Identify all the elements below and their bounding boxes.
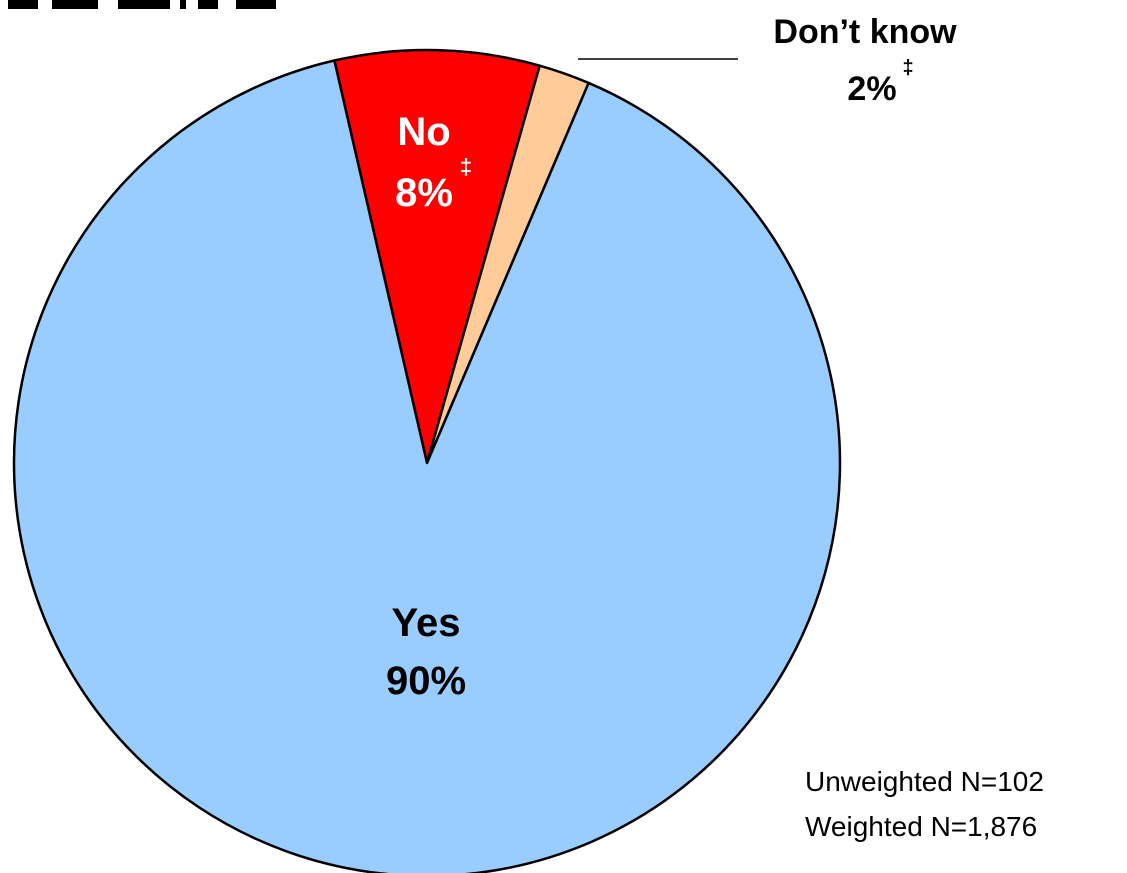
label-yes: Yes 90% <box>386 601 466 703</box>
label-no-footnote: ‡ <box>460 154 472 179</box>
label-yes-value: 90% <box>386 659 466 703</box>
label-dont-know-name: Don’t know <box>773 13 957 51</box>
unweighted-n-note: Unweighted N=102 <box>805 766 1044 797</box>
label-no-value: 8% <box>395 171 453 215</box>
pie-slices <box>12 48 842 873</box>
label-dont-know-footnote: ‡ <box>902 57 913 79</box>
label-yes-name: Yes <box>392 601 461 645</box>
label-dont-know: Don’t know 2% ‡ <box>773 13 957 108</box>
pie-slice-yes <box>12 59 842 873</box>
label-dont-know-value: 2% <box>847 70 896 108</box>
sample-size-notes: Unweighted N=102 Weighted N=1,876 <box>805 766 1044 842</box>
cropped-title-remnant <box>8 0 276 9</box>
weighted-n-note: Weighted N=1,876 <box>805 811 1037 842</box>
label-no-name: No <box>397 110 450 154</box>
pie-slice-no <box>333 48 541 465</box>
label-no: No 8% ‡ <box>395 110 472 215</box>
